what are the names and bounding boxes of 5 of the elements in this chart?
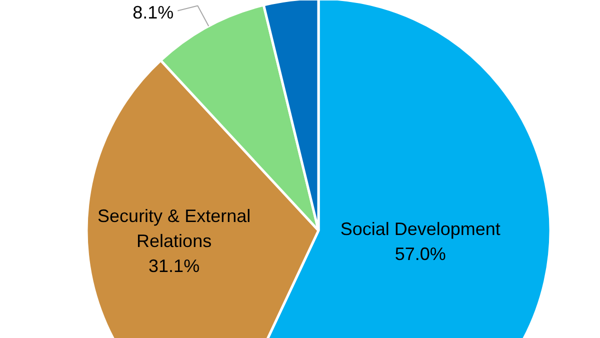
data-label: 57.0% (394, 244, 446, 264)
data-label: 8.1% (132, 2, 174, 23)
slice-label: Security & External Relations (98, 206, 251, 251)
slice-label: Social Development (340, 218, 500, 239)
data-label: 31.1% (148, 256, 200, 276)
